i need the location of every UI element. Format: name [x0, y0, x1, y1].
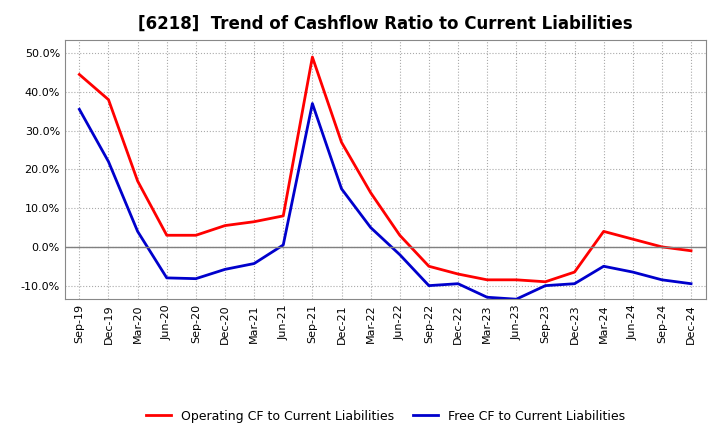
Operating CF to Current Liabilities [541, 279, 550, 284]
Free CF to Current Liabilities [366, 225, 375, 230]
Legend: Operating CF to Current Liabilities, Free CF to Current Liabilities: Operating CF to Current Liabilities, Fre… [140, 405, 630, 428]
Free CF to Current Liabilities [599, 264, 608, 269]
Operating CF to Current Liabilities [483, 277, 492, 282]
Free CF to Current Liabilities [541, 283, 550, 288]
Free CF to Current Liabilities [163, 275, 171, 281]
Operating CF to Current Liabilities [308, 55, 317, 60]
Operating CF to Current Liabilities [104, 97, 113, 102]
Free CF to Current Liabilities [192, 276, 200, 281]
Free CF to Current Liabilities [454, 281, 462, 286]
Operating CF to Current Liabilities [629, 237, 637, 242]
Free CF to Current Liabilities [395, 252, 404, 257]
Operating CF to Current Liabilities [163, 233, 171, 238]
Free CF to Current Liabilities [425, 283, 433, 288]
Free CF to Current Liabilities [104, 159, 113, 164]
Free CF to Current Liabilities [512, 297, 521, 302]
Operating CF to Current Liabilities [687, 248, 696, 253]
Operating CF to Current Liabilities [337, 139, 346, 145]
Line: Free CF to Current Liabilities: Free CF to Current Liabilities [79, 103, 691, 299]
Free CF to Current Liabilities [483, 295, 492, 300]
Operating CF to Current Liabilities [454, 271, 462, 277]
Free CF to Current Liabilities [220, 267, 229, 272]
Operating CF to Current Liabilities [570, 269, 579, 275]
Title: [6218]  Trend of Cashflow Ratio to Current Liabilities: [6218] Trend of Cashflow Ratio to Curren… [138, 15, 632, 33]
Operating CF to Current Liabilities [599, 229, 608, 234]
Operating CF to Current Liabilities [657, 244, 666, 249]
Free CF to Current Liabilities [337, 186, 346, 191]
Line: Operating CF to Current Liabilities: Operating CF to Current Liabilities [79, 57, 691, 282]
Free CF to Current Liabilities [279, 242, 287, 248]
Operating CF to Current Liabilities [395, 233, 404, 238]
Free CF to Current Liabilities [75, 107, 84, 112]
Operating CF to Current Liabilities [192, 233, 200, 238]
Operating CF to Current Liabilities [512, 277, 521, 282]
Operating CF to Current Liabilities [133, 178, 142, 183]
Operating CF to Current Liabilities [279, 213, 287, 219]
Free CF to Current Liabilities [133, 229, 142, 234]
Free CF to Current Liabilities [250, 261, 258, 266]
Operating CF to Current Liabilities [220, 223, 229, 228]
Free CF to Current Liabilities [629, 269, 637, 275]
Operating CF to Current Liabilities [425, 264, 433, 269]
Operating CF to Current Liabilities [75, 72, 84, 77]
Operating CF to Current Liabilities [366, 190, 375, 195]
Free CF to Current Liabilities [657, 277, 666, 282]
Free CF to Current Liabilities [308, 101, 317, 106]
Free CF to Current Liabilities [570, 281, 579, 286]
Free CF to Current Liabilities [687, 281, 696, 286]
Operating CF to Current Liabilities [250, 219, 258, 224]
